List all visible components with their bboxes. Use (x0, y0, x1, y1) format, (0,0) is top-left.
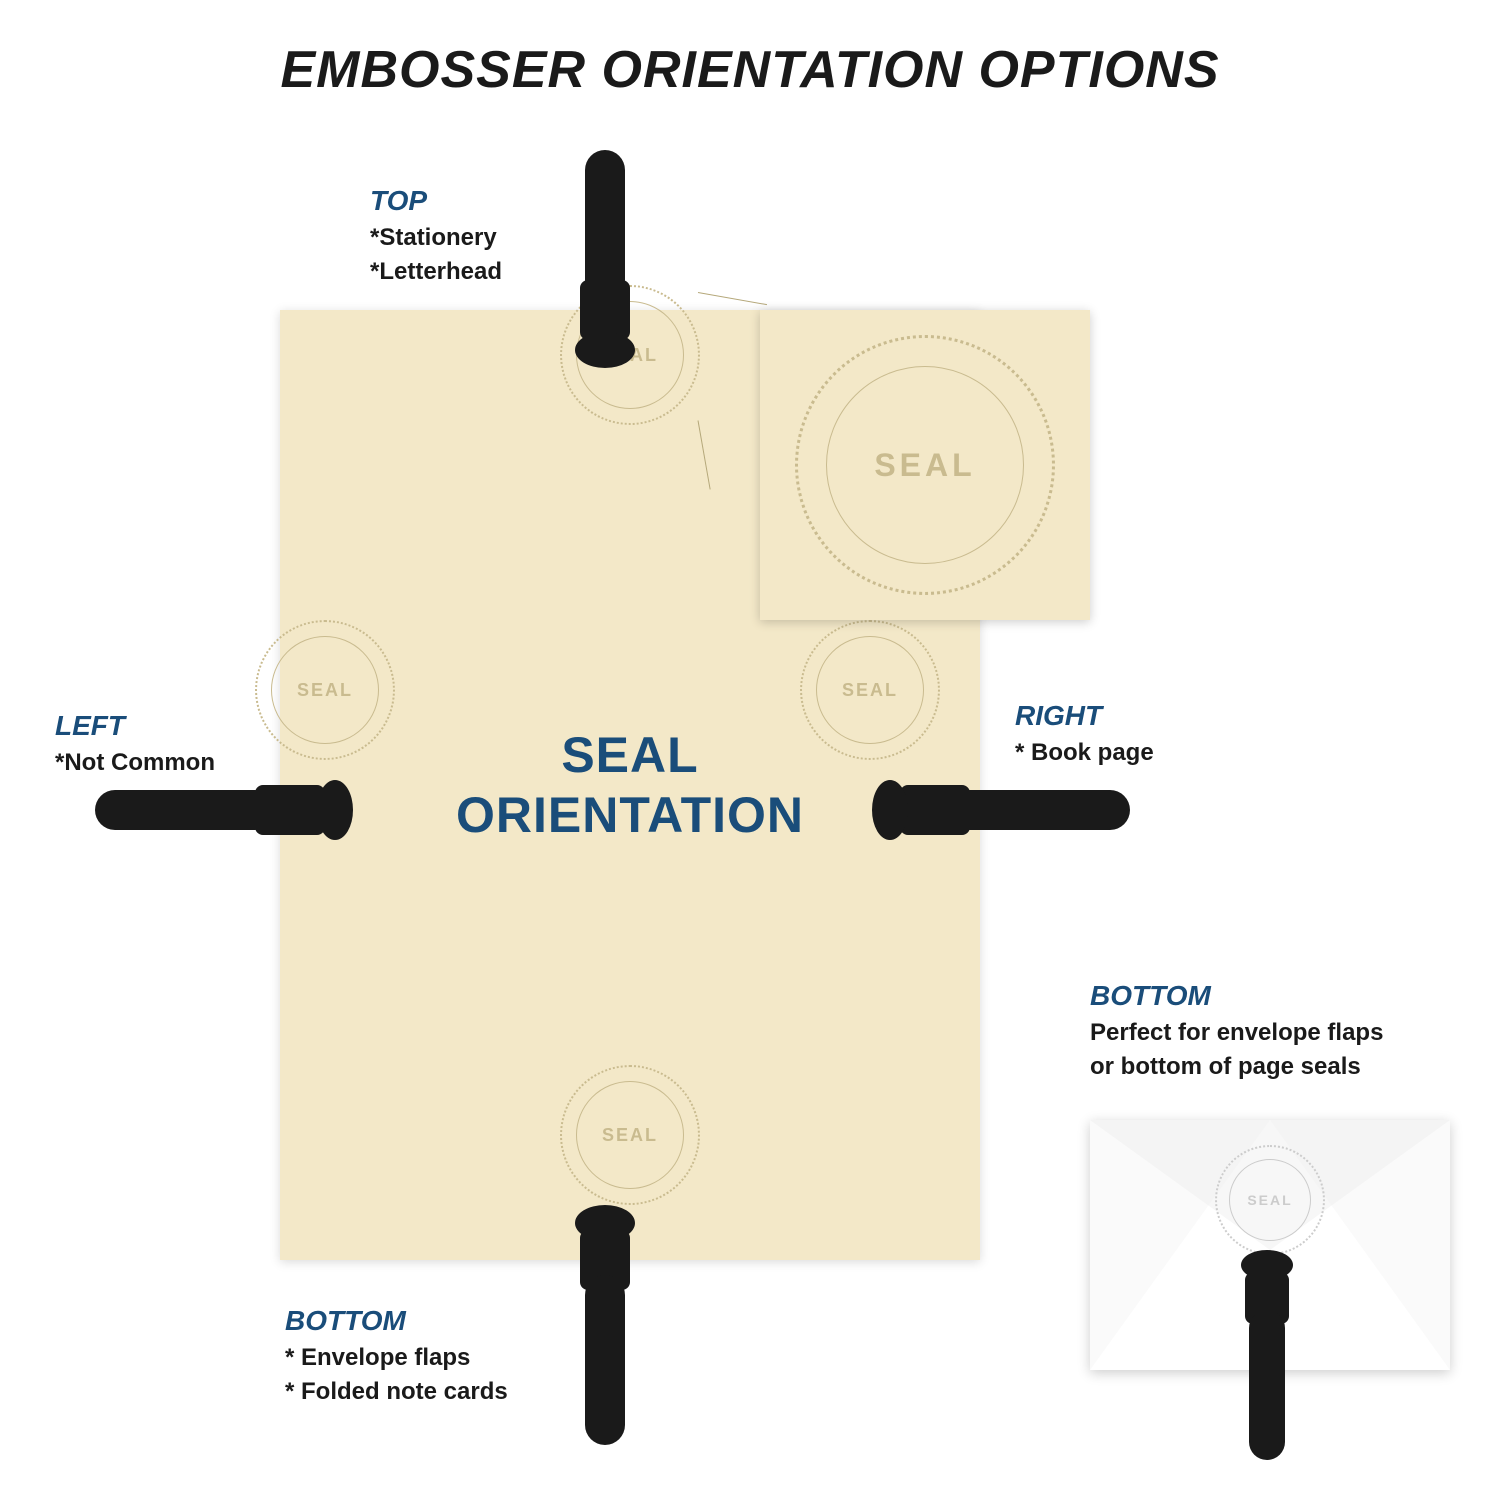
label-line: * Envelope flaps (285, 1341, 508, 1375)
embosser-top-icon (570, 150, 640, 370)
label-line: *Stationery (370, 221, 502, 255)
label-line: or bottom of page seals (1090, 1050, 1383, 1084)
label-bottom-envelope: BOTTOM Perfect for envelope flaps or bot… (1090, 980, 1383, 1083)
label-heading: LEFT (55, 710, 215, 742)
label-line: Perfect for envelope flaps (1090, 1016, 1383, 1050)
label-line: *Letterhead (370, 255, 502, 289)
seal-text: SEAL (842, 680, 898, 701)
label-top: TOP *Stationery *Letterhead (370, 185, 502, 288)
zoom-seal-text: SEAL (874, 447, 975, 484)
label-heading: RIGHT (1015, 700, 1154, 732)
label-left: LEFT *Not Common (55, 710, 215, 780)
label-right: RIGHT * Book page (1015, 700, 1154, 770)
zoom-detail-box: SEAL (760, 310, 1090, 620)
embosser-bottom-icon (570, 1205, 640, 1445)
embosser-left-icon (95, 775, 355, 845)
embosser-envelope-icon (1237, 1250, 1297, 1460)
center-line-1: SEAL (456, 725, 804, 785)
seal-impression-left: SEAL (255, 620, 395, 760)
label-heading: TOP (370, 185, 502, 217)
center-label: SEAL ORIENTATION (456, 725, 804, 845)
label-line: * Folded note cards (285, 1375, 508, 1409)
zoom-seal-impression: SEAL (795, 335, 1055, 595)
label-bottom-paper: BOTTOM * Envelope flaps * Folded note ca… (285, 1305, 508, 1408)
envelope-seal-impression: SEAL (1215, 1145, 1325, 1255)
envelope-seal-text: SEAL (1247, 1192, 1292, 1208)
seal-text: SEAL (602, 1125, 658, 1146)
embosser-right-icon (870, 775, 1130, 845)
label-heading: BOTTOM (1090, 980, 1383, 1012)
label-line: *Not Common (55, 746, 215, 780)
seal-impression-right: SEAL (800, 620, 940, 760)
seal-text: SEAL (297, 680, 353, 701)
label-line: * Book page (1015, 736, 1154, 770)
center-line-2: ORIENTATION (456, 785, 804, 845)
label-heading: BOTTOM (285, 1305, 508, 1337)
page-title: EMBOSSER ORIENTATION OPTIONS (0, 40, 1500, 100)
zoom-connector-line (698, 292, 767, 305)
seal-impression-bottom: SEAL (560, 1065, 700, 1205)
